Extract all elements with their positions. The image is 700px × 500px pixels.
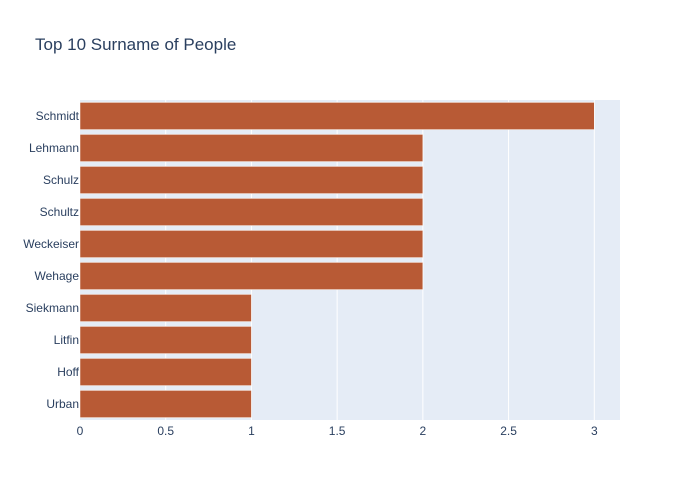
y-tick-label: Hoff [57, 365, 79, 379]
y-tick-label: Litfin [54, 333, 79, 347]
x-tick-label: 1 [248, 424, 255, 438]
x-tick-label: 0.5 [157, 424, 174, 438]
x-tick-label: 3 [591, 424, 598, 438]
bar-wehage [79, 262, 424, 290]
y-tick-label: Lehmann [29, 141, 79, 155]
bar-hoff [79, 358, 252, 386]
bar-urban [79, 390, 252, 418]
bar-litfin [79, 326, 252, 354]
y-tick-label: Schmidt [36, 109, 80, 123]
chart-title: Top 10 Surname of People [35, 35, 236, 54]
y-tick-label: Urban [46, 397, 79, 411]
bar-lehmann [79, 134, 424, 162]
y-tick-label: Wehage [35, 269, 80, 283]
bar-schmidt [79, 102, 595, 130]
bar-schulz [79, 166, 424, 194]
y-tick-label: Siekmann [26, 301, 79, 315]
x-tick-label: 1.5 [329, 424, 346, 438]
x-tick-label: 0 [77, 424, 84, 438]
bar-weckeiser [79, 230, 424, 258]
y-axis-tick-labels: Schmidt Lehmann Schulz Schultz Weckeiser Weha… [23, 109, 79, 411]
x-axis-tick-labels: 0 0.5 1 1.5 2 2.5 3 [77, 424, 598, 438]
x-tick-label: 2.5 [500, 424, 517, 438]
y-tick-label: Schulz [43, 173, 79, 187]
y-tick-label: Schultz [40, 205, 79, 219]
x-tick-label: 2 [420, 424, 427, 438]
bars [79, 102, 595, 418]
y-tick-label: Weckeiser [23, 237, 79, 251]
bar-siekmann [79, 294, 252, 322]
bar-schultz [79, 198, 424, 226]
